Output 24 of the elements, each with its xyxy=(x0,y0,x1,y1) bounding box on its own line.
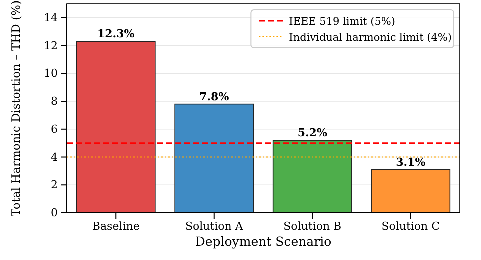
y-axis-title: Total Harmonic Distortion – THD (%) xyxy=(9,0,23,216)
data-label: 12.3% xyxy=(98,28,136,41)
y-tick-label: 2 xyxy=(51,178,58,192)
x-tick-label: Solution A xyxy=(185,220,244,233)
x-tick-label: Solution C xyxy=(382,220,440,233)
bar xyxy=(371,169,451,214)
legend-label: IEEE 519 limit (5%) xyxy=(289,16,396,28)
y-tick-label: 4 xyxy=(51,150,58,164)
data-label: 5.2% xyxy=(298,126,328,140)
bar xyxy=(76,41,156,214)
bar xyxy=(272,140,352,214)
data-label: 3.1% xyxy=(396,156,426,169)
x-axis-title: Deployment Scenario xyxy=(195,234,332,249)
y-tick-label: 8 xyxy=(51,95,58,108)
y-tick-label: 12 xyxy=(44,39,58,52)
legend-label: Individual harmonic limit (4%) xyxy=(289,32,452,44)
y-tick-label: 10 xyxy=(44,67,58,80)
y-tick-label: 14 xyxy=(44,11,58,24)
x-tick-label: Baseline xyxy=(92,220,140,233)
y-tick-label: 6 xyxy=(51,122,58,136)
bar xyxy=(174,104,254,214)
y-tick-label: 0 xyxy=(51,206,58,220)
data-label: 7.8% xyxy=(200,90,230,104)
x-tick-label: Solution B xyxy=(284,220,342,233)
